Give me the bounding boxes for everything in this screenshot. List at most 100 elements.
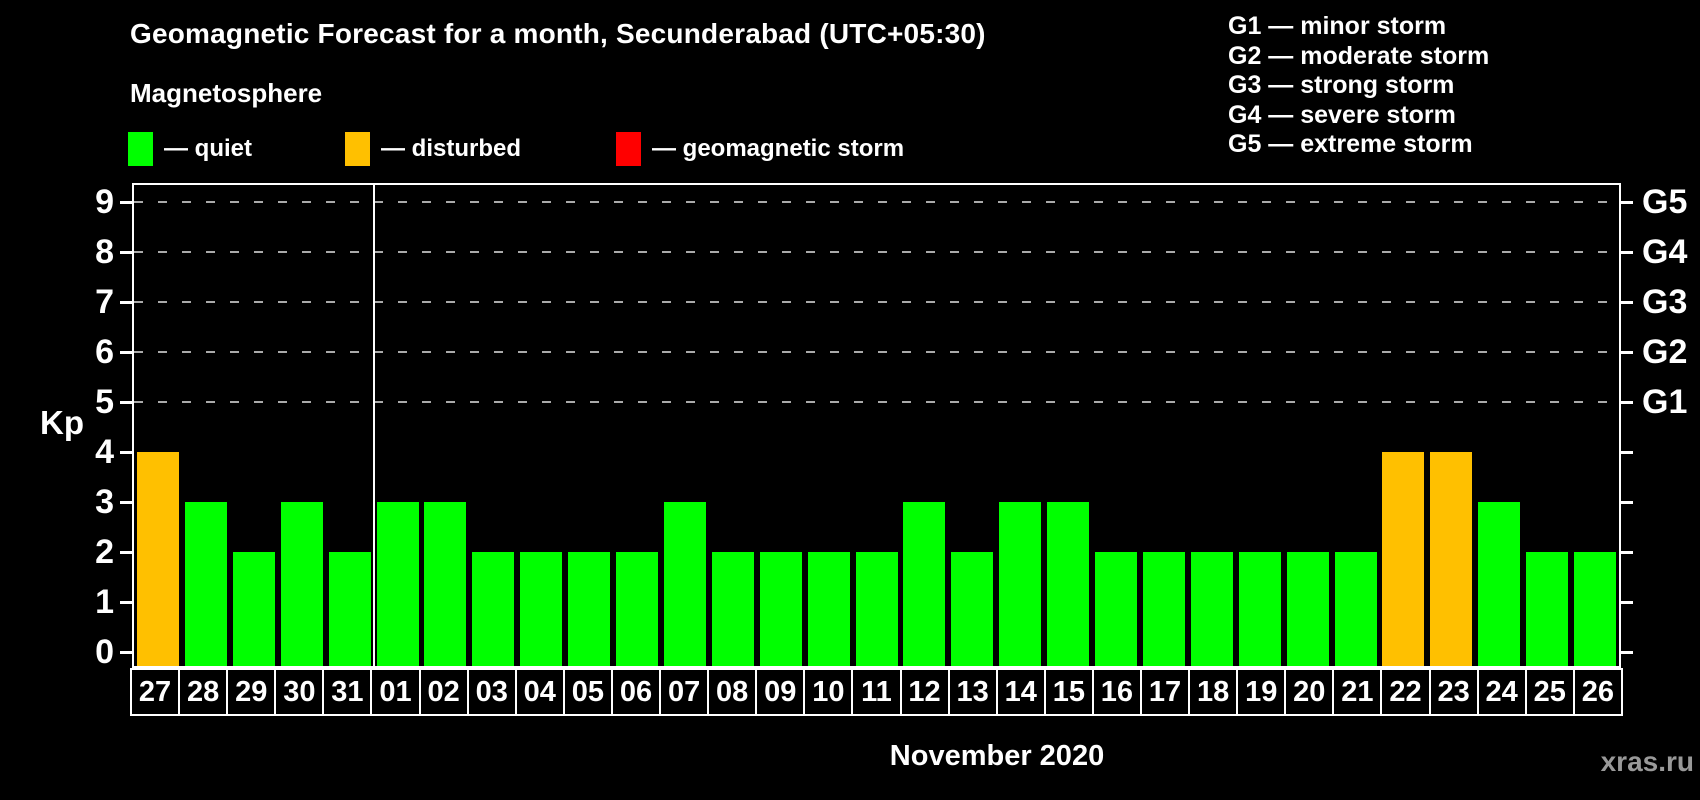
g-axis-label-G5: G5	[1642, 183, 1688, 221]
day-label-cell-12: 12	[899, 668, 950, 716]
kp-tick-label-1: 1	[95, 583, 114, 621]
kp-tick-label-4: 4	[95, 433, 114, 471]
kp-bar-day-26	[1574, 552, 1616, 666]
left-axis-tick-4	[120, 451, 132, 454]
legend-item-quiet: — quiet	[128, 131, 252, 167]
day-label-cell-29: 29	[226, 668, 277, 716]
kp-bar-day-07	[664, 502, 706, 666]
kp-bar-day-13	[951, 552, 993, 666]
kp-bar-day-31	[329, 552, 371, 666]
kp-tick-label-7: 7	[95, 283, 114, 321]
kp-bar-day-25	[1526, 552, 1568, 666]
day-label-cell-19: 19	[1236, 668, 1287, 716]
day-label-cell-23: 23	[1428, 668, 1479, 716]
left-axis-tick-3	[120, 501, 132, 504]
quiet-color-swatch	[128, 132, 153, 166]
right-axis-tick-4	[1621, 451, 1633, 454]
day-label-cell-07: 07	[659, 668, 710, 716]
kp-bar-day-30	[281, 502, 323, 666]
kp-tick-label-0: 0	[95, 633, 114, 671]
kp-bar-day-21	[1335, 552, 1377, 666]
chart-plot-area	[132, 183, 1621, 668]
kp-bar-day-12	[903, 502, 945, 666]
x-axis-month-label: November 2020	[889, 740, 1105, 772]
day-label-cell-25: 25	[1524, 668, 1575, 716]
left-axis-tick-9	[120, 201, 132, 204]
y-gridline-kp8	[134, 251, 1619, 253]
magnetosphere-subtitle: Magnetosphere	[130, 78, 323, 108]
kp-bar-day-09	[760, 552, 802, 666]
g-axis-label-G2: G2	[1642, 333, 1688, 371]
day-label-cell-06: 06	[610, 668, 662, 716]
right-axis-tick-3	[1621, 501, 1633, 504]
kp-tick-label-9: 9	[95, 183, 114, 221]
day-label-cell-27: 27	[130, 668, 181, 716]
kp-bar-day-27	[137, 452, 179, 666]
day-label-cell-15: 15	[1043, 668, 1094, 716]
day-label-cell-01: 01	[370, 668, 421, 716]
y-gridline-kp7	[134, 301, 1619, 303]
day-label-cell-08: 08	[707, 668, 758, 716]
kp-bar-day-19	[1239, 552, 1281, 666]
disturbed-color-swatch	[345, 132, 370, 166]
right-axis-tick-8	[1621, 251, 1633, 254]
day-label-cell-03: 03	[466, 668, 517, 716]
right-axis-tick-2	[1621, 551, 1633, 554]
kp-bar-day-01	[377, 502, 419, 666]
day-label-cell-16: 16	[1091, 668, 1142, 716]
day-label-cell-14: 14	[995, 668, 1046, 716]
storm-color-swatch	[616, 132, 641, 166]
kp-bar-day-04	[520, 552, 562, 666]
kp-bar-day-16	[1095, 552, 1137, 666]
y-gridline-kp9	[134, 201, 1619, 203]
left-axis-tick-0	[120, 651, 132, 654]
g2-legend-line: G2 — moderate storm	[1228, 41, 1490, 70]
kp-bar-day-22	[1382, 452, 1424, 666]
kp-tick-label-2: 2	[95, 533, 114, 571]
kp-bar-day-23	[1430, 452, 1472, 666]
g-axis-label-G1: G1	[1642, 383, 1688, 421]
right-axis-tick-6	[1621, 351, 1633, 354]
kp-bar-day-18	[1191, 552, 1233, 666]
left-axis-tick-1	[120, 601, 132, 604]
day-label-row: 27 28 29 30 31 01 02 03 04 05 06 07 08 09 10 11 12 13 14 15…	[130, 668, 1623, 716]
g5-legend-line: G5 — extreme storm	[1228, 130, 1473, 158]
legend-item-storm: — geomagnetic storm	[616, 131, 904, 167]
g4-legend-line: G4 — severe storm	[1228, 100, 1456, 129]
left-axis-tick-5	[120, 401, 132, 404]
kp-bar-day-10	[808, 552, 850, 666]
kp-bar-day-24	[1478, 502, 1520, 666]
page-title: Geomagnetic Forecast for a month, Secund…	[130, 18, 986, 49]
kp-bar-day-15	[1047, 502, 1089, 666]
kp-bar-day-28	[185, 502, 227, 666]
kp-bar-day-17	[1143, 552, 1185, 666]
kp-axis-title: Kp	[40, 404, 84, 441]
kp-bar-day-11	[856, 552, 898, 666]
day-label-cell-04: 04	[514, 668, 565, 716]
legend-label-storm: — geomagnetic storm	[652, 135, 905, 162]
left-axis-tick-8	[120, 251, 132, 254]
kp-bar-day-05	[568, 552, 610, 666]
kp-bar-day-08	[712, 552, 754, 666]
g3-legend-line: G3 — strong storm	[1228, 71, 1455, 99]
day-label-cell-28: 28	[178, 668, 229, 716]
left-axis-tick-7	[120, 301, 132, 304]
right-axis-tick-0	[1621, 651, 1633, 654]
day-label-cell-31: 31	[322, 668, 373, 716]
kp-bar-day-14	[999, 502, 1041, 666]
day-label-cell-02: 02	[418, 668, 469, 716]
g-axis-label-G3: G3	[1642, 283, 1688, 321]
legend-label-quiet: — quiet	[164, 135, 252, 162]
right-axis-tick-9	[1621, 201, 1633, 204]
kp-bar-day-20	[1287, 552, 1329, 666]
kp-bar-day-29	[233, 552, 275, 666]
legend-item-disturbed: — disturbed	[345, 131, 521, 167]
day-label-cell-22: 22	[1380, 668, 1431, 716]
day-label-cell-05: 05	[562, 668, 613, 716]
y-gridline-kp6	[134, 351, 1619, 353]
right-axis-tick-5	[1621, 401, 1633, 404]
kp-bar-day-03	[472, 552, 514, 666]
day-label-cell-17: 17	[1139, 668, 1191, 716]
left-axis-tick-2	[120, 551, 132, 554]
